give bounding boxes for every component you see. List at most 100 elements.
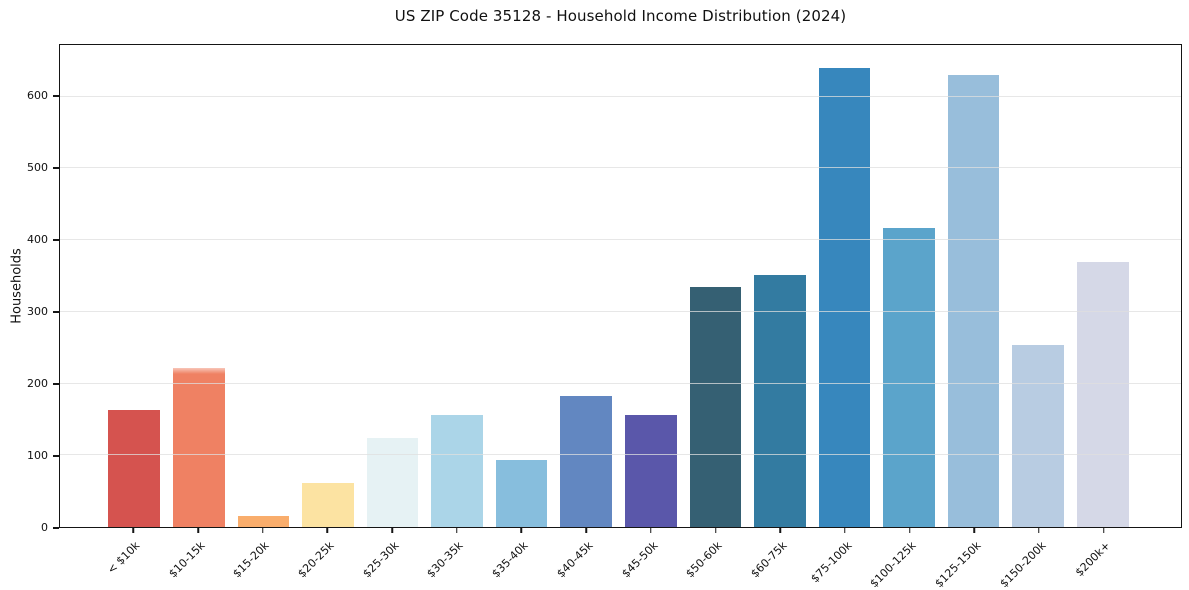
x-label-slot: $150-200k (997, 537, 1072, 590)
bar-slot (683, 45, 748, 527)
y-tick-mark-100 (53, 455, 59, 457)
x-label-slot: $45-50k (619, 537, 684, 590)
x-tick-label-35-40k: $35-40k (489, 539, 531, 581)
x-label-slot: $35-40k (489, 537, 554, 590)
x-tick-slot (230, 528, 295, 534)
bar-40-45k (560, 396, 613, 527)
bar-slot (619, 45, 684, 527)
x-tick-slot (813, 528, 878, 534)
bar-75-100k (818, 67, 871, 527)
bar-slot (554, 45, 619, 527)
x-tick-slot (1007, 528, 1072, 534)
y-tick-label-600: 600 (27, 88, 48, 102)
y-tick-mark-0 (53, 527, 59, 529)
x-tick-mark (1038, 528, 1040, 533)
bar-slot (489, 45, 554, 527)
bar-25-30k (366, 438, 419, 527)
bar-45-50k (624, 415, 677, 527)
bar-slot (941, 45, 1006, 527)
y-axis-tick-labels: 0 100 200 300 400 500 600 (0, 44, 48, 534)
bars-layer (60, 45, 1181, 527)
x-tick-label-30-35k: $30-35k (424, 539, 466, 581)
x-label-slot: $50-60k (683, 537, 748, 590)
x-tick-slot (1071, 528, 1136, 534)
x-tick-slot (683, 528, 748, 534)
x-tick-slot (554, 528, 619, 534)
bar-30-35k (431, 415, 483, 527)
x-tick-label-50-60k: $50-60k (683, 539, 725, 581)
x-tick-slot (295, 528, 360, 534)
x-tick-slot (166, 528, 231, 534)
x-tick-slot (619, 528, 684, 534)
bar-slot (812, 45, 877, 527)
x-label-slot: < $10k (101, 537, 166, 590)
x-label-slot: $40-45k (554, 537, 619, 590)
y-tick-label-0: 0 (41, 521, 48, 534)
x-tick-label-25-30k: $25-30k (360, 539, 402, 581)
x-axis-tick-labels: < $10k $10-15k $15-20k $20-25k $25-30k $30-35… (59, 537, 1182, 590)
x-tick-slot (101, 528, 166, 534)
x-tick-mark (1102, 528, 1105, 533)
x-tick-mark (973, 528, 976, 533)
y-tick-label-500: 500 (27, 160, 48, 174)
x-tick-mark (261, 528, 264, 533)
bar-slot (360, 45, 425, 527)
x-tick-label-15-20k: $15-20k (230, 539, 272, 581)
x-tick-label-10-15k: $10-15k (165, 539, 208, 581)
y-tick-label-400: 400 (27, 232, 48, 246)
x-tick-label-20-25k: $20-25k (295, 539, 337, 581)
bar-slot (748, 45, 813, 527)
bar-slot (167, 45, 232, 527)
x-tick-label-10k: < $10k (104, 539, 143, 577)
x-tick-slot (877, 528, 942, 534)
x-tick-mark (520, 528, 523, 533)
x-label-slot: $10-15k (166, 537, 231, 590)
y-tick-label-100: 100 (27, 448, 48, 462)
x-label-slot: $20-25k (295, 537, 360, 590)
y-tick-mark-500 (53, 167, 59, 169)
chart-title: US ZIP Code 35128 - Household Income Dis… (394, 7, 847, 25)
bar-50-60k (689, 287, 742, 527)
x-tick-slot (360, 528, 425, 534)
bar-slot (231, 45, 296, 527)
x-tick-mark (844, 528, 846, 533)
y-tick-mark-400 (53, 239, 59, 241)
bar-60-75k (754, 274, 806, 527)
bar-200k (1076, 262, 1129, 527)
bar-35-40k (495, 459, 548, 527)
x-label-slot: $125-150k (932, 537, 1007, 590)
x-tick-slot (424, 528, 489, 534)
x-label-slot: $60-75k (748, 537, 813, 590)
x-label-slot: $200k+ (1071, 537, 1136, 590)
bar-slot (877, 45, 942, 527)
y-tick-mark-200 (53, 383, 59, 385)
x-tick-mark (714, 528, 717, 533)
x-axis-tick-marks (59, 528, 1182, 534)
x-label-slot: $15-20k (230, 537, 295, 590)
plot-area (59, 44, 1182, 528)
x-tick-mark (908, 528, 911, 533)
x-tick-label-60-75k: $60-75k (748, 539, 790, 581)
x-tick-slot (942, 528, 1007, 534)
x-tick-label-40-45k: $40-45k (554, 539, 596, 581)
bar-slot (1006, 45, 1071, 527)
x-tick-mark (391, 528, 393, 533)
bar-100-125k (883, 227, 935, 527)
bar-slot (425, 45, 490, 527)
x-tick-mark (585, 528, 587, 533)
bar-slot (296, 45, 361, 527)
bar-15-20k (237, 516, 290, 527)
x-tick-mark (132, 528, 135, 533)
x-tick-mark (326, 528, 329, 533)
bar-125-150k (947, 75, 1000, 527)
y-tick-mark-300 (53, 311, 59, 313)
y-axis-tick-marks (53, 44, 59, 529)
x-tick-mark (650, 528, 652, 533)
bar-20-25k (302, 483, 354, 527)
bar-150-200k (1012, 344, 1064, 527)
y-tick-label-200: 200 (27, 376, 48, 390)
x-tick-mark (456, 528, 458, 533)
y-tick-label-300: 300 (27, 304, 48, 318)
x-tick-label-75-100k: $75-100k (807, 539, 855, 586)
